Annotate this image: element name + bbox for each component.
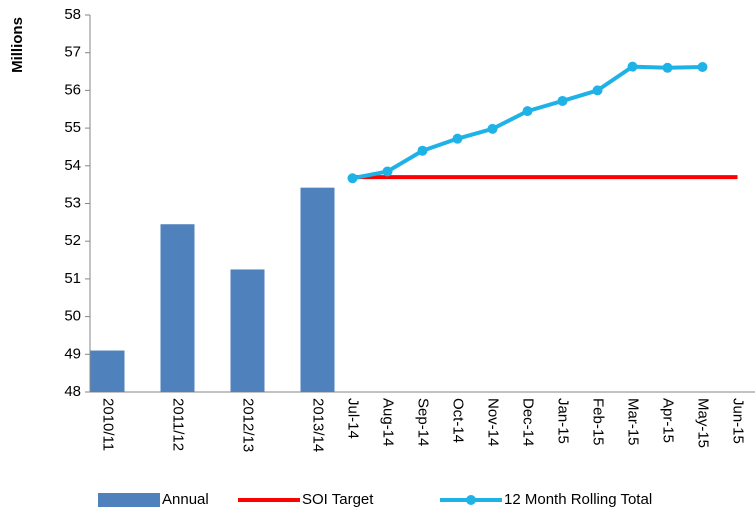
y-tick-label: 50: [64, 308, 81, 325]
marker: [697, 62, 708, 73]
y-tick-label: 52: [64, 232, 81, 249]
x-tick-label: Mar-15: [625, 398, 642, 446]
x-tick-label: 2012/13: [240, 398, 257, 452]
legend-swatch: [98, 493, 160, 507]
legend-marker: [466, 495, 476, 505]
x-tick-label: Feb-15: [590, 398, 607, 446]
x-tick-label: May-15: [695, 398, 712, 448]
y-tick-label: 56: [64, 81, 81, 98]
y-tick-label: 53: [64, 194, 81, 211]
y-tick-label: 51: [64, 270, 81, 287]
y-tick-label: 58: [64, 6, 81, 23]
x-tick-label: Dec-14: [520, 398, 537, 446]
bar: [90, 350, 125, 392]
marker: [592, 85, 603, 96]
marker: [662, 62, 673, 73]
x-tick-label: Jan-15: [555, 398, 572, 444]
x-tick-label: Sep-14: [415, 398, 432, 446]
y-tick-label: 57: [64, 44, 81, 61]
marker: [522, 106, 533, 117]
y-tick-label: 49: [64, 345, 81, 362]
y-tick-label: 55: [64, 119, 81, 136]
x-tick-label: 2013/14: [310, 398, 327, 452]
marker: [487, 123, 498, 134]
x-tick-label: Aug-14: [380, 398, 397, 446]
y-tick-label: 54: [64, 157, 81, 174]
legend-label: SOI Target: [302, 491, 374, 508]
marker: [557, 95, 568, 106]
x-tick-label: Nov-14: [485, 398, 502, 446]
x-tick-label: Jun-15: [730, 398, 747, 444]
x-tick-label: 2010/11: [100, 398, 117, 451]
marker: [417, 145, 428, 156]
x-tick-label: Oct-14: [450, 398, 467, 443]
bar: [230, 269, 265, 392]
y-tick-label: 48: [64, 383, 81, 400]
legend-label: Annual: [162, 491, 209, 508]
y-axis-label: Millions: [9, 17, 26, 73]
x-tick-label: Apr-15: [660, 398, 677, 443]
line: [352, 64, 703, 181]
x-tick-label: 2011/12: [170, 398, 187, 451]
marker: [452, 133, 463, 144]
marker: [382, 166, 393, 177]
marker: [347, 173, 358, 184]
x-tick-label: Jul-14: [345, 398, 362, 439]
bar: [160, 224, 195, 392]
legend-label: 12 Month Rolling Total: [504, 491, 652, 508]
marker: [627, 61, 638, 72]
bar: [300, 187, 335, 392]
